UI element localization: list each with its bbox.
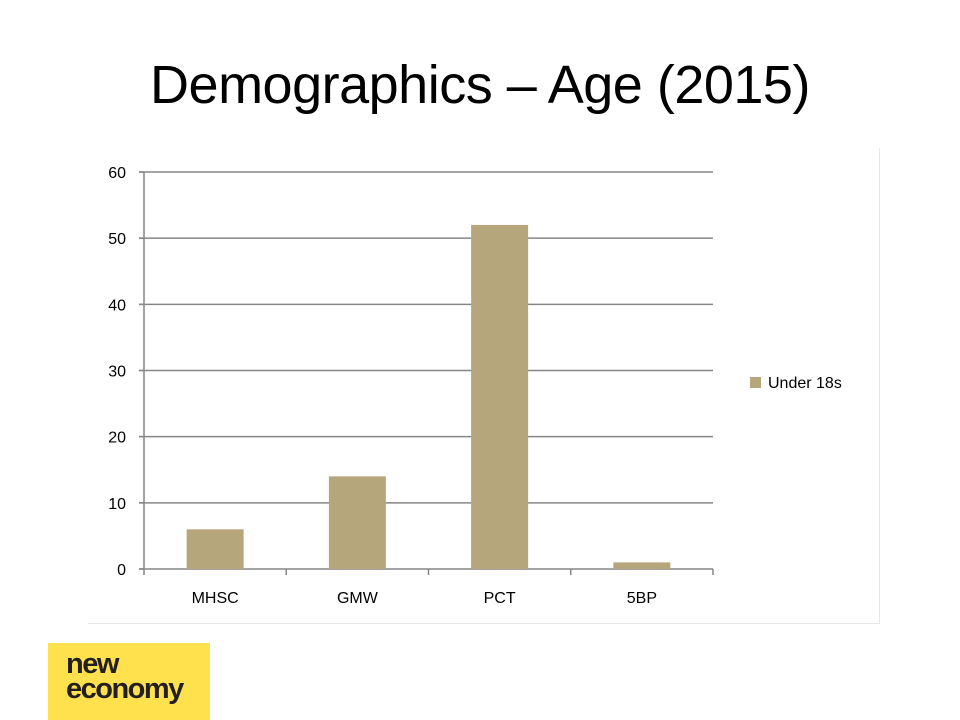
logo-text: new economy <box>66 648 206 705</box>
bar-gmw <box>328 476 386 569</box>
y-tick-label: 40 <box>108 297 126 314</box>
logo-line-1: new <box>66 648 119 680</box>
bar-chart: 0 10 20 30 40 50 60 MHSC GMW PCT 5BP Under 18s <box>108 165 842 607</box>
y-tick-label: 50 <box>108 231 126 248</box>
chart-frame <box>88 148 880 624</box>
bars <box>186 224 671 569</box>
logo-line-2: economy <box>66 673 184 705</box>
x-tick-labels: MHSC GMW PCT 5BP <box>192 590 657 607</box>
bar-5bp <box>613 562 671 569</box>
y-tick-labels: 0 10 20 30 40 50 60 <box>108 165 126 579</box>
legend: Under 18s <box>750 375 842 392</box>
new-economy-logo: new economy <box>48 643 210 720</box>
x-tick-label: MHSC <box>192 590 239 607</box>
y-tick-label: 30 <box>108 364 126 381</box>
gridlines <box>139 171 713 504</box>
x-tick-label: GMW <box>337 590 379 607</box>
legend-label: Under 18s <box>768 375 842 392</box>
y-tick-label: 0 <box>117 562 126 579</box>
bar-mhsc <box>186 529 244 569</box>
y-tick-label: 10 <box>108 496 126 513</box>
y-tick-label: 60 <box>108 165 126 182</box>
axes <box>139 171 714 575</box>
x-tick-label: PCT <box>484 590 516 607</box>
y-tick-label: 20 <box>108 430 126 447</box>
legend-swatch <box>750 377 761 388</box>
x-tick-label: 5BP <box>627 590 657 607</box>
bar-pct <box>471 224 529 569</box>
slide-title: Demographics – Age (2015) <box>150 55 810 115</box>
